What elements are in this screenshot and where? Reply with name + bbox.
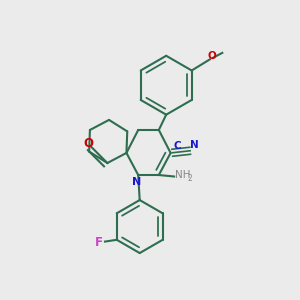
Text: 2: 2 [188, 174, 192, 183]
Text: F: F [95, 236, 103, 249]
Text: O: O [84, 137, 94, 150]
Text: O: O [207, 51, 216, 62]
Text: C: C [173, 141, 181, 151]
Text: N: N [190, 140, 199, 150]
Text: NH: NH [175, 170, 190, 180]
Text: N: N [132, 176, 141, 187]
